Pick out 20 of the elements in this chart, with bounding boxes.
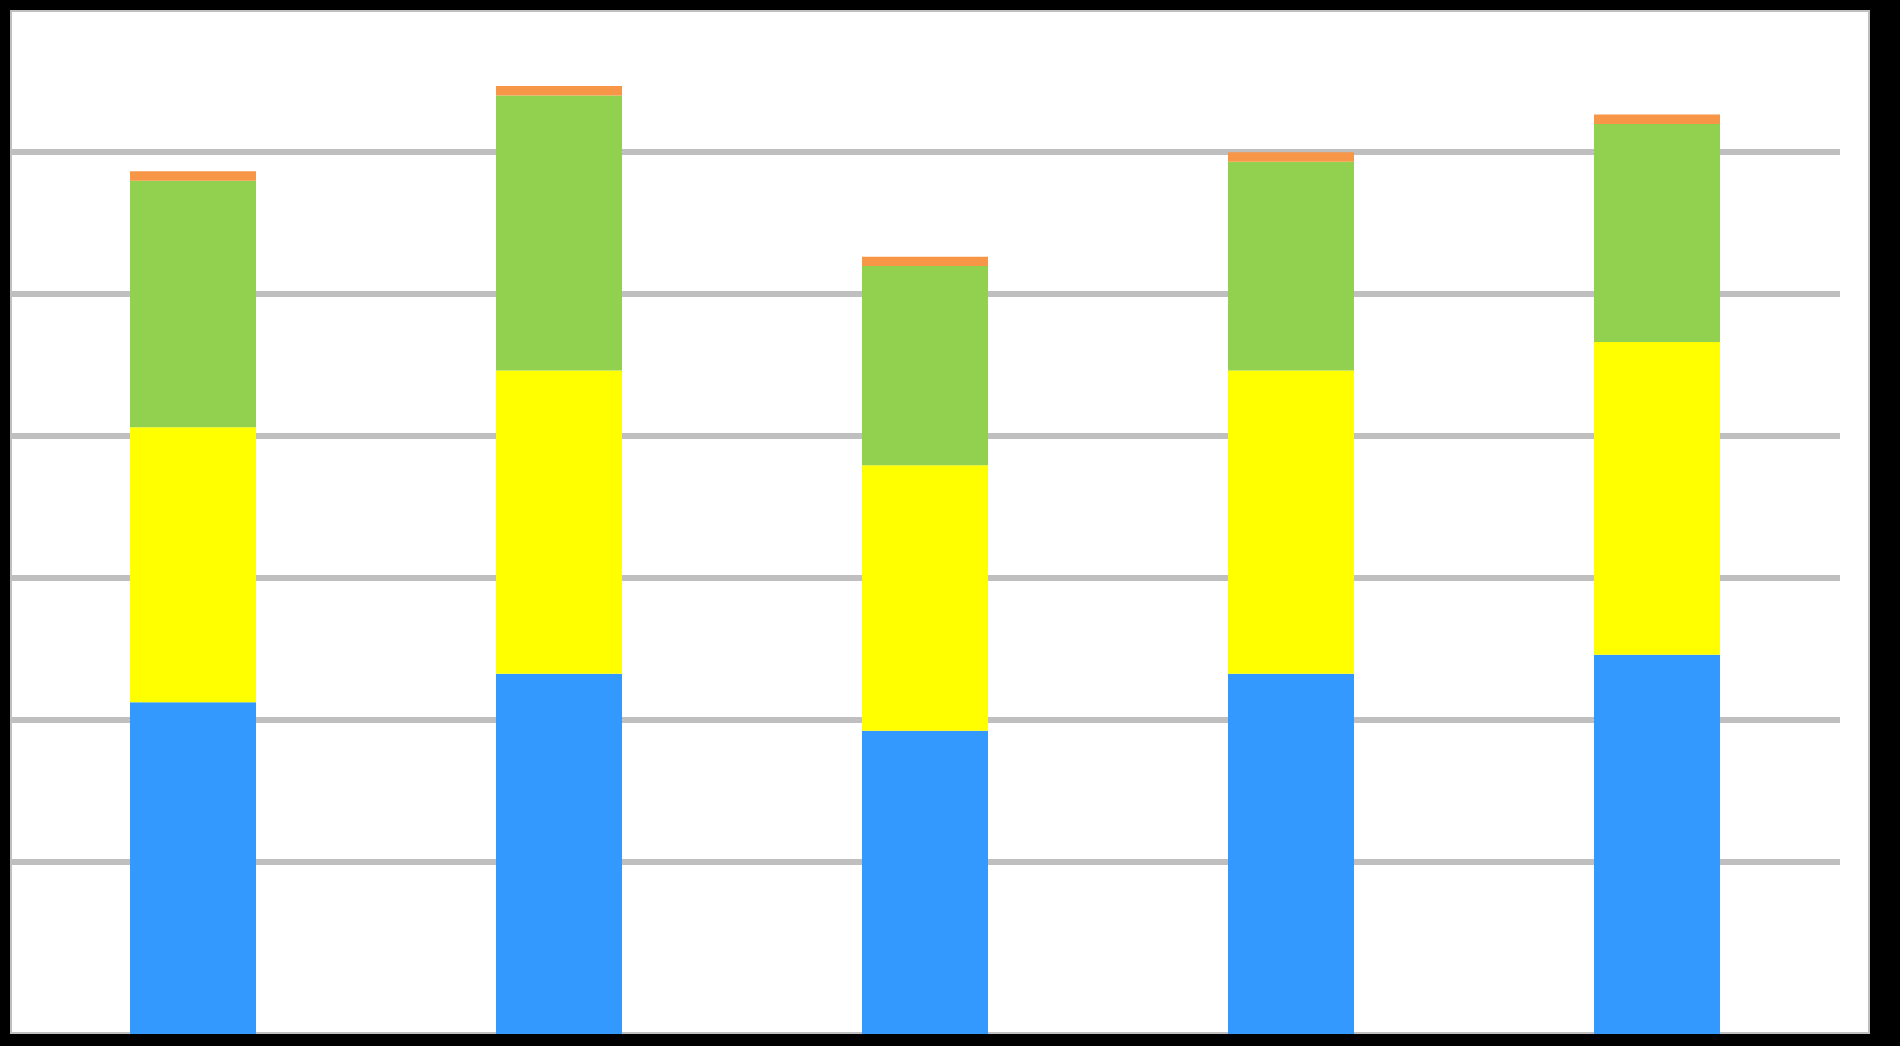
bar: [1228, 161, 1354, 371]
bar: [862, 266, 988, 466]
bar: [130, 171, 256, 181]
bar: [1228, 370, 1354, 674]
bar: [862, 730, 988, 1034]
bar: [1228, 673, 1354, 1034]
bar: [496, 673, 622, 1034]
bar: [130, 180, 256, 428]
bar: [130, 427, 256, 703]
bar: [1594, 341, 1720, 655]
bar: [1228, 152, 1354, 162]
bar: [496, 370, 622, 674]
bar: [862, 256, 988, 267]
bar: [1594, 123, 1720, 342]
bar: [130, 702, 256, 1034]
bar: [1594, 114, 1720, 124]
bar: [1594, 654, 1720, 1034]
bar: [862, 465, 988, 731]
bar: [496, 95, 622, 371]
bar: [496, 86, 622, 96]
